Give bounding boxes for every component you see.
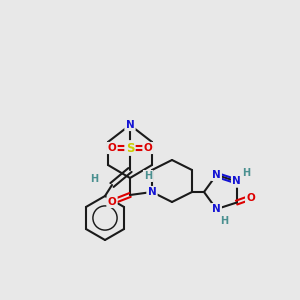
Text: N: N [212, 204, 221, 214]
Text: H: H [90, 174, 98, 184]
Text: S: S [126, 142, 134, 154]
Text: H: H [220, 216, 229, 226]
Text: H: H [242, 168, 250, 178]
Text: N: N [126, 120, 134, 130]
Text: H: H [242, 168, 250, 178]
Text: H: H [144, 171, 152, 181]
Text: N: N [232, 176, 241, 186]
Text: O: O [108, 197, 116, 207]
Text: S: S [126, 142, 134, 154]
Text: N: N [212, 170, 221, 180]
Text: N: N [212, 204, 221, 214]
Text: O: O [246, 193, 255, 202]
Text: O: O [246, 193, 255, 202]
Text: N: N [232, 176, 241, 186]
Text: H: H [144, 171, 152, 181]
Text: H: H [90, 174, 98, 184]
Text: O: O [144, 143, 152, 153]
Text: N: N [126, 120, 134, 130]
Text: O: O [108, 143, 116, 153]
Text: N: N [212, 170, 221, 180]
Text: N: N [148, 187, 156, 197]
Text: O: O [144, 143, 152, 153]
Text: O: O [108, 197, 116, 207]
Text: O: O [108, 143, 116, 153]
Text: N: N [148, 187, 156, 197]
Text: H: H [220, 216, 229, 226]
